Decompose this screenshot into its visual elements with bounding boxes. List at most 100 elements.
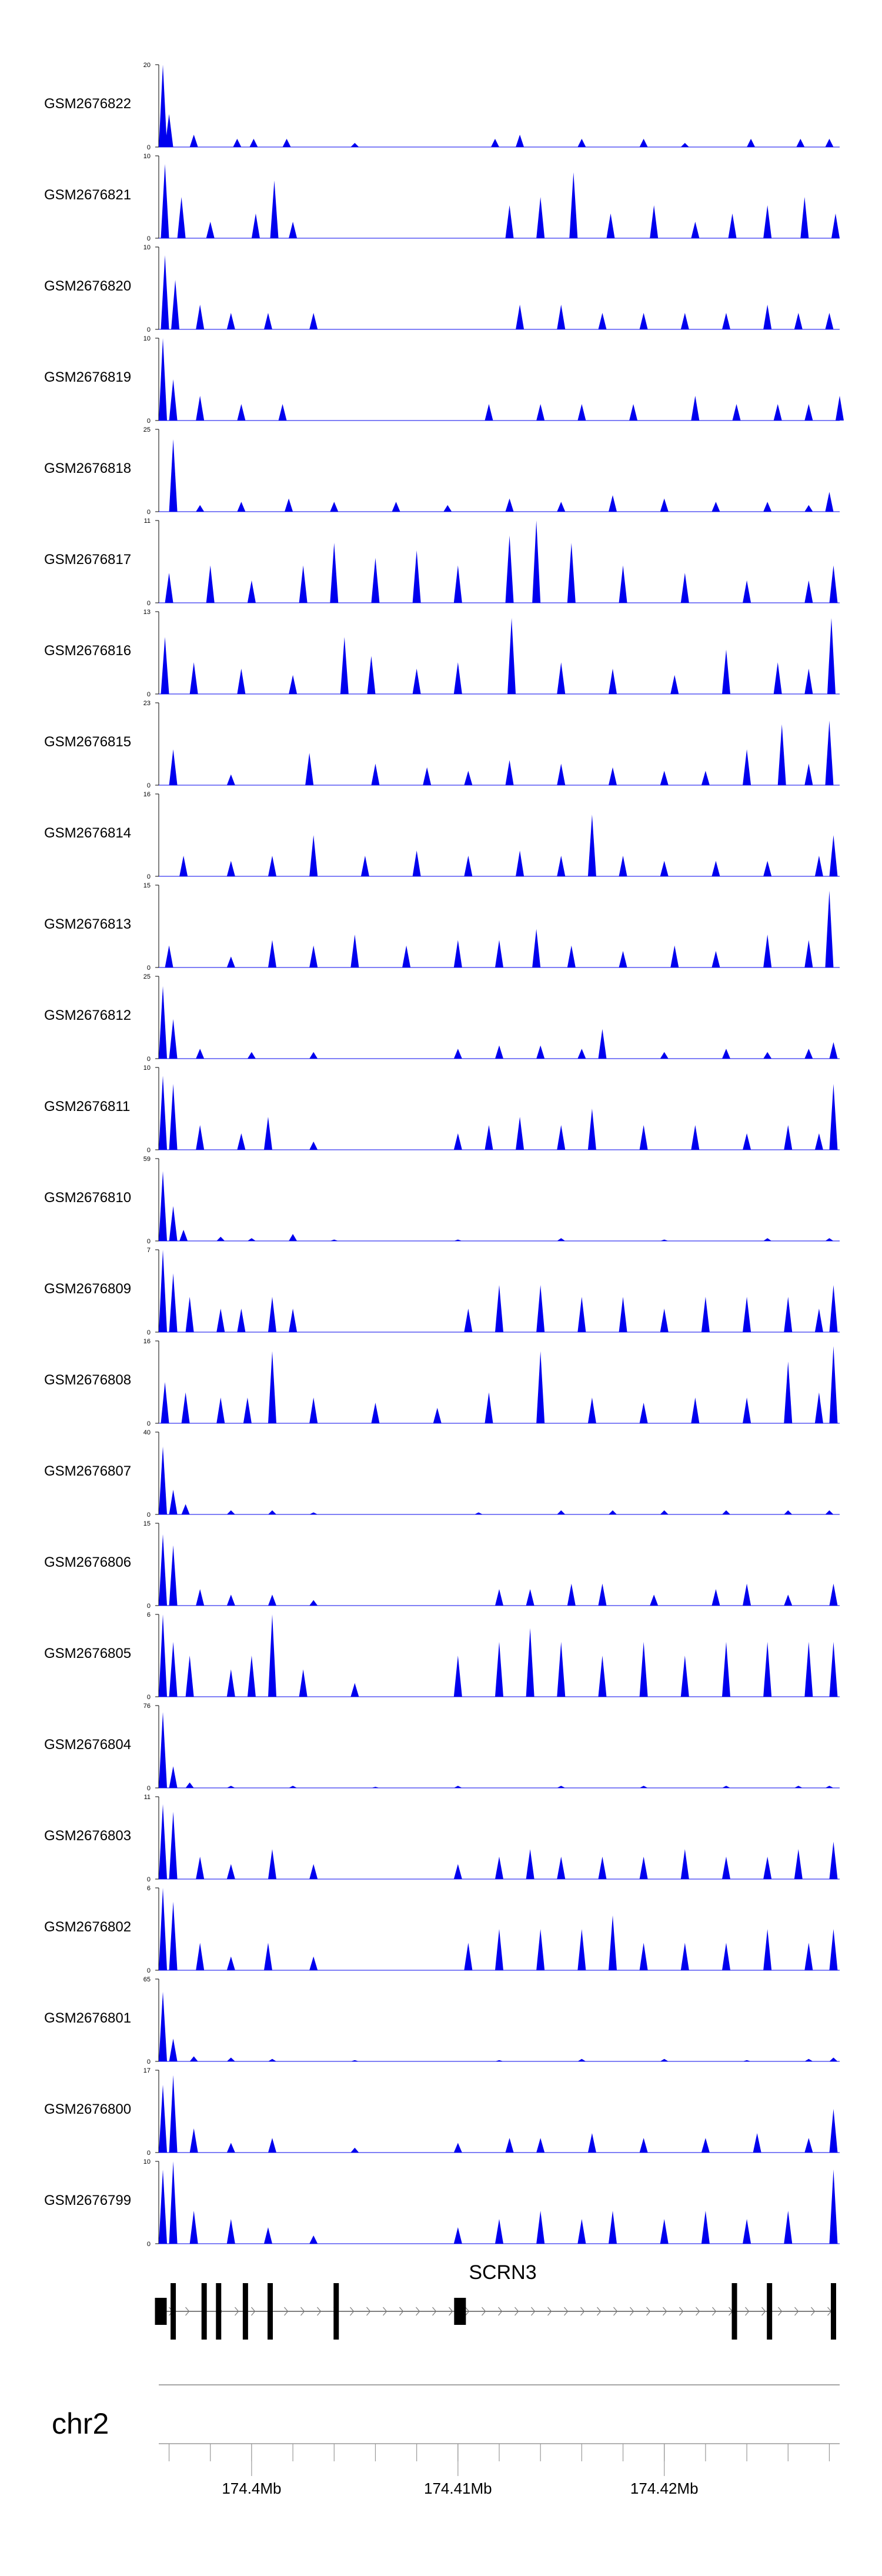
coverage-peak — [587, 1109, 596, 1150]
coverage-peak — [309, 945, 318, 967]
coverage-peak — [268, 1614, 276, 1697]
coverage-peak — [505, 498, 514, 512]
strand-arrow — [712, 2307, 717, 2316]
coverage-peak — [495, 1589, 503, 1606]
coverage-peak — [804, 668, 813, 694]
strand-arrow — [630, 2307, 634, 2316]
coverage-peak — [309, 1512, 318, 1514]
coverage-peak — [577, 1297, 586, 1332]
strand-arrow — [366, 2307, 371, 2316]
y-zero-label: 0 — [147, 1876, 151, 1883]
coverage-peak — [247, 580, 256, 603]
coverage-peak — [169, 1084, 178, 1150]
coverage-peak — [732, 404, 741, 421]
chromosome-label: chr2 — [52, 2407, 109, 2440]
strand-arrow — [185, 2307, 190, 2316]
y-zero-label: 0 — [147, 1511, 151, 1519]
coverage-peak — [251, 213, 260, 238]
strand-arrow — [383, 2307, 387, 2316]
coverage-peak — [804, 404, 813, 421]
coverage-peak — [161, 637, 169, 694]
strand-arrow — [663, 2307, 667, 2316]
coverage-peak — [536, 1351, 545, 1423]
coverage-peak — [598, 1856, 607, 1879]
coverage-peak — [159, 1888, 168, 1970]
coverage-peak — [639, 1125, 648, 1150]
strand-arrow — [449, 2307, 453, 2316]
coverage-peak — [829, 1929, 838, 1970]
strand-arrow — [482, 2307, 486, 2316]
coverage-peak — [196, 305, 205, 329]
coverage-peak — [577, 2219, 586, 2244]
coverage-peak — [557, 662, 566, 694]
coverage-peak — [268, 2058, 276, 2061]
strand-arrow — [465, 2307, 470, 2316]
coverage-peak — [557, 1510, 566, 1514]
coverage-peak — [169, 2161, 178, 2244]
coverage-peak — [159, 1446, 168, 1514]
coverage-peak — [185, 1297, 194, 1332]
track-GSM2676820: GSM2676820 10 0 — [44, 244, 840, 333]
coverage-peak — [587, 815, 596, 876]
track-GSM2676807: GSM2676807 40 0 — [44, 1429, 840, 1519]
coverage-peak — [309, 1142, 318, 1150]
coverage-peak — [181, 1392, 190, 1423]
coverage-peak — [159, 1076, 168, 1150]
coverage-peak — [305, 753, 314, 785]
coverage-peak — [453, 1239, 462, 1241]
coverage-peak — [453, 1656, 462, 1697]
coverage-peak — [282, 139, 291, 147]
coverage-peak — [722, 1856, 730, 1879]
track-label: GSM2676806 — [44, 1554, 131, 1570]
strand-arrow — [531, 2307, 536, 2316]
coverage-peak — [216, 1236, 225, 1241]
coverage-peak — [495, 1856, 503, 1879]
coverage-peak — [825, 720, 834, 785]
coverage-peak — [567, 1583, 576, 1606]
coverage-peak — [505, 760, 514, 785]
exon — [267, 2283, 273, 2340]
coverage-peak — [825, 139, 834, 147]
coverage-peak — [159, 1534, 168, 1606]
exon — [830, 2283, 836, 2340]
y-max-label: 15 — [143, 882, 151, 889]
y-max-label: 10 — [143, 335, 151, 342]
coverage-peak — [169, 379, 178, 421]
coverage-peak — [609, 668, 617, 694]
coverage-peak — [829, 1841, 838, 1879]
coverage-peak — [350, 2060, 359, 2061]
strand-arrow — [679, 2307, 684, 2316]
strand-arrow — [235, 2307, 239, 2316]
coverage-peak — [350, 1683, 359, 1697]
coverage-peak — [804, 1943, 813, 1970]
coverage-peak — [169, 1641, 178, 1697]
coverage-peak — [536, 1045, 545, 1059]
coverage-peak — [179, 1230, 188, 1241]
track-label: GSM2676808 — [44, 1372, 131, 1388]
coverage-peak — [619, 1297, 627, 1332]
coverage-peak — [237, 502, 246, 512]
coverage-peak — [485, 404, 493, 421]
y-max-label: 20 — [143, 62, 151, 69]
coverage-peak — [226, 2143, 235, 2153]
coverage-peak — [639, 1786, 648, 1788]
coverage-peak — [495, 1641, 503, 1697]
coverage-peak — [226, 2057, 235, 2061]
track-label: GSM2676813 — [44, 916, 131, 932]
coverage-peak — [701, 2138, 710, 2153]
exon — [216, 2283, 222, 2340]
y-max-label: 40 — [143, 1429, 151, 1436]
coverage-peak — [185, 1656, 194, 1697]
coverage-peak — [569, 172, 578, 238]
y-zero-label: 0 — [147, 509, 151, 516]
coverage-peak — [722, 1943, 730, 1970]
exon — [171, 2283, 176, 2340]
coverage-peak — [309, 1052, 318, 1059]
coverage-peak — [453, 2227, 462, 2244]
track-GSM2676812: GSM2676812 25 0 — [44, 973, 840, 1063]
coverage-peak — [784, 1594, 793, 1606]
coverage-peak — [814, 1133, 823, 1150]
coverage-peak — [804, 1641, 813, 1697]
coverage-peak — [309, 1600, 318, 1606]
coverage-peak — [371, 558, 380, 603]
